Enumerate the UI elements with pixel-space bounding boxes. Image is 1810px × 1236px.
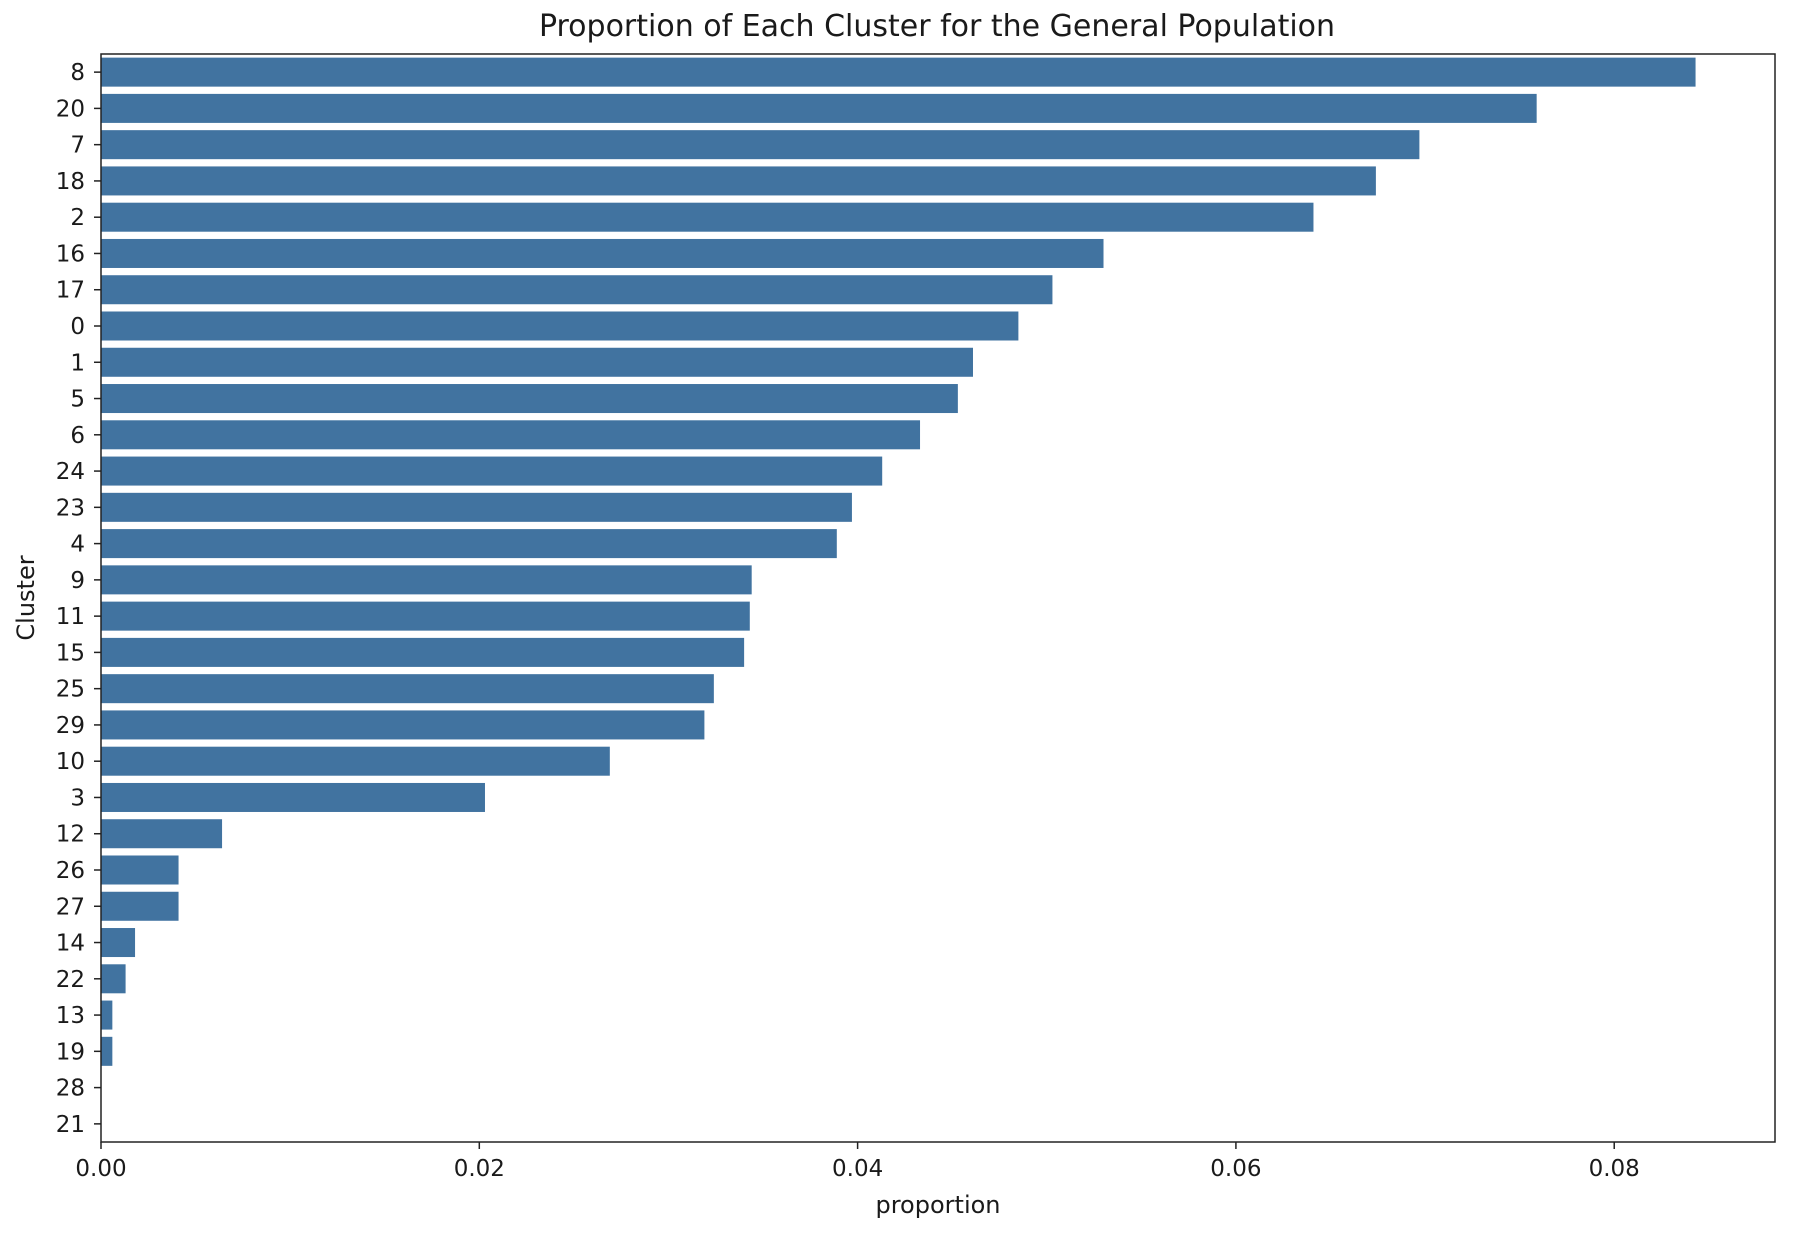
chart-title: Proportion of Each Cluster for the Gener… <box>539 9 1335 44</box>
bar-cluster-29 <box>101 710 705 740</box>
y-tick-label: 18 <box>56 169 85 195</box>
y-tick-label: 14 <box>56 931 85 957</box>
y-tick-label: 16 <box>56 241 85 267</box>
y-axis: 8207182161701562423491115252910312262714… <box>56 60 101 1138</box>
y-tick-label: 7 <box>70 133 85 159</box>
y-tick-label: 4 <box>70 532 85 558</box>
bar-cluster-5 <box>101 384 958 414</box>
x-axis-label: proportion <box>875 1191 1000 1219</box>
y-tick-label: 15 <box>56 640 85 666</box>
y-tick-label: 13 <box>56 1003 85 1029</box>
bar-cluster-8 <box>101 57 1696 87</box>
bar-cluster-4 <box>101 529 837 559</box>
bar-cluster-0 <box>101 311 1019 341</box>
y-tick-label: 9 <box>70 568 85 594</box>
y-tick-label: 12 <box>56 822 85 848</box>
y-tick-label: 22 <box>56 967 85 993</box>
bar-cluster-12 <box>101 819 223 849</box>
bar-cluster-23 <box>101 492 852 522</box>
x-tick-label: 0.08 <box>1589 1156 1640 1182</box>
bar-cluster-9 <box>101 565 752 595</box>
y-tick-label: 5 <box>70 387 85 413</box>
y-tick-label: 8 <box>70 60 85 86</box>
y-tick-label: 28 <box>56 1076 85 1102</box>
x-tick-label: 0.02 <box>454 1156 505 1182</box>
bars-layer <box>101 57 1696 1066</box>
y-tick-label: 21 <box>56 1112 85 1138</box>
x-tick-label: 0.00 <box>75 1156 126 1182</box>
bar-cluster-3 <box>101 782 485 812</box>
bar-cluster-24 <box>101 456 883 486</box>
bar-cluster-10 <box>101 746 610 776</box>
bar-cluster-22 <box>101 964 126 994</box>
bar-cluster-19 <box>101 1036 113 1066</box>
y-tick-label: 2 <box>70 205 85 231</box>
bar-cluster-11 <box>101 601 750 631</box>
y-axis-label: Cluster <box>12 555 40 640</box>
bar-cluster-20 <box>101 93 1537 123</box>
bar-cluster-6 <box>101 420 921 450</box>
x-axis: 0.00 0.02 0.04 0.06 0.08 <box>75 1142 1640 1182</box>
bar-cluster-18 <box>101 166 1376 196</box>
y-tick-label: 1 <box>70 350 85 376</box>
y-tick-label: 17 <box>56 278 85 304</box>
y-tick-label: 26 <box>56 858 85 884</box>
y-tick-label: 25 <box>56 677 85 703</box>
bar-cluster-1 <box>101 347 973 377</box>
y-tick-label: 10 <box>56 749 85 775</box>
bar-cluster-25 <box>101 674 714 704</box>
bar-cluster-7 <box>101 130 1420 160</box>
y-tick-label: 20 <box>56 96 85 122</box>
y-tick-label: 11 <box>56 604 85 630</box>
plot-frame <box>100 53 1776 1143</box>
y-tick-label: 6 <box>70 423 85 449</box>
y-tick-label: 23 <box>56 495 85 521</box>
y-tick-label: 24 <box>56 459 85 485</box>
bar-cluster-15 <box>101 637 745 667</box>
y-tick-label: 27 <box>56 894 85 920</box>
bar-cluster-14 <box>101 928 136 958</box>
y-tick-label: 0 <box>70 314 85 340</box>
y-tick-label: 19 <box>56 1039 85 1065</box>
x-tick-label: 0.06 <box>1210 1156 1261 1182</box>
bar-cluster-16 <box>101 238 1104 268</box>
x-tick-label: 0.04 <box>832 1156 883 1182</box>
bar-cluster-13 <box>101 1000 113 1030</box>
bar-cluster-2 <box>101 202 1314 232</box>
y-tick-label: 3 <box>70 785 85 811</box>
bar-cluster-26 <box>101 855 179 885</box>
bar-cluster-27 <box>101 891 179 921</box>
bar-cluster-17 <box>101 275 1053 305</box>
y-tick-label: 29 <box>56 713 85 739</box>
